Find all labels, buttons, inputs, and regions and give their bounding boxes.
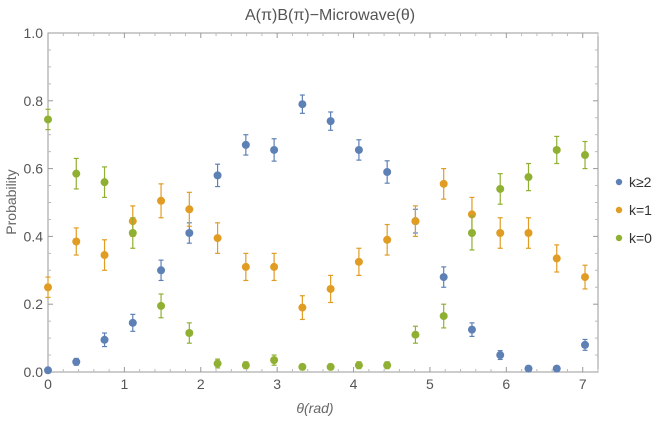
data-point xyxy=(467,325,476,334)
data-point xyxy=(581,340,590,349)
data-point xyxy=(581,273,590,282)
data-point xyxy=(100,335,109,344)
data-point xyxy=(72,357,81,366)
data-point xyxy=(72,237,81,246)
legend-label: k=1 xyxy=(629,202,652,218)
data-point xyxy=(524,364,533,373)
x-axis-title: θ(rad) xyxy=(296,400,333,416)
data-point xyxy=(383,235,392,244)
data-point xyxy=(185,229,194,238)
data-point xyxy=(326,284,335,293)
data-point xyxy=(496,351,505,360)
data-point xyxy=(383,361,392,370)
data-point xyxy=(496,184,505,193)
legend-marker xyxy=(615,178,623,186)
legend-label: k=0 xyxy=(629,230,652,246)
data-point xyxy=(157,196,166,205)
data-point xyxy=(100,178,109,187)
data-point xyxy=(270,356,279,365)
y-axis-title: Probability xyxy=(3,169,19,234)
data-point xyxy=(411,217,420,226)
data-point xyxy=(241,361,250,370)
data-point xyxy=(524,173,533,182)
data-point xyxy=(44,115,52,124)
x-tick-label: 4 xyxy=(350,376,358,392)
x-tick-label: 3 xyxy=(273,376,281,392)
data-point xyxy=(270,262,279,271)
data-point xyxy=(72,169,81,178)
data-point xyxy=(185,205,194,214)
data-point xyxy=(439,273,448,282)
x-tick-label: 5 xyxy=(426,376,434,392)
data-point xyxy=(439,179,448,188)
data-point xyxy=(241,262,250,271)
data-point xyxy=(157,266,166,275)
y-tick-label: 0.6 xyxy=(24,161,44,177)
data-point xyxy=(128,229,137,238)
data-point xyxy=(439,312,448,321)
data-point xyxy=(298,303,307,312)
data-point xyxy=(298,362,307,371)
data-point xyxy=(354,145,363,154)
data-point xyxy=(411,330,420,339)
data-point xyxy=(467,229,476,238)
data-point xyxy=(298,100,307,109)
data-point xyxy=(496,229,505,238)
data-point xyxy=(185,329,194,338)
data-point xyxy=(581,151,590,160)
data-point xyxy=(524,229,533,238)
data-point xyxy=(213,234,222,243)
y-tick-label: 1.0 xyxy=(24,25,44,41)
legend-marker xyxy=(615,234,623,242)
x-tick-label: 0 xyxy=(44,376,52,392)
data-point xyxy=(44,283,52,292)
plot-area: 0 1 2 3 4 5 6 7 0.0 0.2 0.4 0.6 0.8 1.0 xyxy=(24,25,599,392)
data-point xyxy=(383,167,392,176)
data-point xyxy=(326,117,335,126)
data-point xyxy=(213,359,222,368)
chart-title: A(π)B(π)−Microwave(θ) xyxy=(245,7,415,24)
y-tick-label: 0.4 xyxy=(24,228,44,244)
data-point xyxy=(157,301,166,310)
x-tick-label: 1 xyxy=(120,376,128,392)
data-point xyxy=(354,361,363,370)
legend-marker xyxy=(615,206,623,214)
data-point xyxy=(552,364,561,373)
x-tick-label: 2 xyxy=(197,376,205,392)
data-point xyxy=(326,362,335,371)
data-point xyxy=(128,318,137,327)
legend-label: k≥2 xyxy=(629,174,652,190)
data-point xyxy=(552,254,561,263)
data-point xyxy=(552,145,561,154)
y-tick-label: 0.8 xyxy=(24,93,44,109)
y-tick-label: 0.0 xyxy=(24,364,44,380)
data-point xyxy=(213,171,222,180)
data-point xyxy=(100,251,109,260)
x-tick-label: 7 xyxy=(579,376,587,392)
x-tick-label: 6 xyxy=(502,376,510,392)
data-point xyxy=(354,257,363,266)
legend: k≥2 k=1 k=0 xyxy=(615,174,652,246)
data-point xyxy=(44,366,52,375)
data-point xyxy=(241,140,250,149)
data-point xyxy=(270,145,279,154)
y-tick-label: 0.2 xyxy=(24,296,44,312)
